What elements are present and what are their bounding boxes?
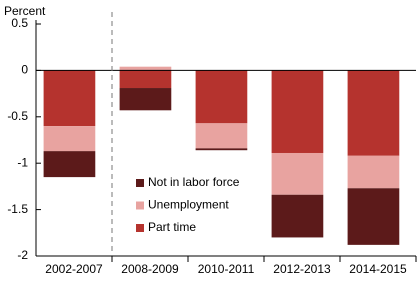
bar-segment <box>43 70 96 127</box>
y-tick-label: 0 <box>21 63 28 77</box>
y-axis-label: Percent <box>4 4 46 18</box>
legend-label: Unemployment <box>148 198 229 212</box>
bar-segment <box>347 188 400 245</box>
y-tick-label: -2 <box>17 248 28 262</box>
x-tick-label: 2012-2013 <box>273 262 331 276</box>
y-tick-label: -1.5 <box>7 202 28 216</box>
bar-segment <box>195 148 248 151</box>
x-tick-label: 2008-2009 <box>121 262 179 276</box>
bar-segment <box>43 126 96 152</box>
bar-segment <box>347 155 400 189</box>
bar-segment <box>271 194 324 238</box>
bar-segment <box>43 151 96 178</box>
y-tick-label: -0.5 <box>7 109 28 123</box>
y-tick-label: -1 <box>17 155 28 169</box>
bar-segment <box>271 152 324 195</box>
legend-label: Part time <box>148 220 196 234</box>
legend-swatch <box>136 179 144 187</box>
x-tick-label: 2014-2015 <box>349 262 407 276</box>
bar-segment <box>271 70 324 153</box>
x-tick-label: 2010-2011 <box>198 262 255 276</box>
legend-label: Not in labor force <box>148 175 240 189</box>
bar-segment <box>195 70 248 124</box>
bar-segment <box>195 123 248 149</box>
bar-segment <box>119 88 172 111</box>
bar-segment <box>119 66 172 71</box>
legend-swatch <box>136 224 144 232</box>
bar-segment <box>119 70 172 89</box>
x-tick-label: 2002-2007 <box>45 262 103 276</box>
bar-segment <box>347 70 400 156</box>
y-tick-label: 0.5 <box>11 16 28 30</box>
legend-swatch <box>136 201 144 210</box>
